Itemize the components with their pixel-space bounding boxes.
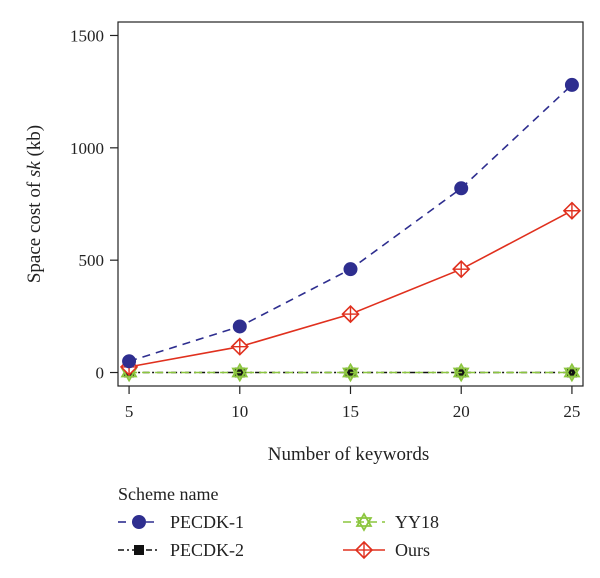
series-layer <box>119 77 582 383</box>
circle-marker-icon <box>232 319 247 334</box>
legend-item: PECDK-2 <box>118 540 244 560</box>
circle-marker-icon <box>132 515 146 529</box>
data-point <box>232 319 247 334</box>
circle-marker-icon <box>564 77 579 92</box>
legend-item: Ours <box>343 540 430 560</box>
data-point <box>454 181 469 196</box>
legend-label: Ours <box>395 540 430 560</box>
legend-item: YY18 <box>343 512 439 532</box>
axes: 5 10 15 20 25 0 500 1000 1500 Number of keywords S… <box>24 21 584 465</box>
y-tick-label: 0 <box>96 364 105 383</box>
x-axis-title: Number of keywords <box>268 444 429 465</box>
triangle-up-marker-icon <box>342 362 359 378</box>
circle-marker-icon <box>122 354 137 369</box>
circle-marker-icon <box>454 181 469 196</box>
data-point <box>122 354 137 369</box>
x-tick-label: 20 <box>453 402 470 421</box>
legend-marker <box>132 515 146 529</box>
plot-frame <box>117 21 584 387</box>
x-tick-label: 5 <box>125 402 134 421</box>
legend: Scheme name PECDK-1 PECDK-2 YY18 Ours <box>118 484 439 560</box>
data-point <box>452 260 471 279</box>
x-tick-label: 10 <box>231 402 248 421</box>
legend-marker <box>354 540 374 560</box>
y-tick-label: 1000 <box>70 139 104 158</box>
y-tick-label: 500 <box>79 251 105 270</box>
series-ours <box>119 201 582 377</box>
data-point <box>341 304 360 324</box>
data-point <box>564 77 579 92</box>
data-point <box>343 262 358 277</box>
square-marker-icon <box>566 367 577 378</box>
data-point <box>452 362 470 383</box>
x-tick-label: 15 <box>342 402 359 421</box>
y-tick-label: 1500 <box>70 26 104 45</box>
circle-marker-icon <box>343 262 358 277</box>
x-tick-label: 25 <box>563 402 580 421</box>
legend-marker <box>355 512 373 532</box>
data-point <box>342 362 359 383</box>
data-point <box>566 367 577 378</box>
y-axis-title: Space cost of sk (kb) <box>24 125 45 283</box>
legend-title: Scheme name <box>118 484 218 504</box>
data-point <box>562 201 582 220</box>
data-point <box>231 362 249 383</box>
triangle-up-marker-icon <box>355 512 373 527</box>
triangle-up-marker-icon <box>563 362 581 378</box>
legend-label: PECDK-2 <box>170 540 244 560</box>
series-pecdk-1 <box>122 77 579 369</box>
data-point <box>563 362 581 383</box>
triangle-up-marker-icon <box>452 362 470 378</box>
triangle-down-marker-icon <box>355 517 373 532</box>
square-marker-icon <box>134 545 144 555</box>
data-point <box>230 337 249 356</box>
triangle-down-marker-icon <box>452 367 470 383</box>
series-line <box>128 209 573 368</box>
triangle-up-marker-icon <box>231 362 249 378</box>
triangle-down-marker-icon <box>563 367 581 383</box>
legend-label: YY18 <box>395 512 439 532</box>
triangle-down-marker-icon <box>231 367 249 383</box>
legend-item: PECDK-1 <box>118 512 244 532</box>
legend-label: PECDK-1 <box>170 512 244 532</box>
triangle-down-marker-icon <box>342 367 359 383</box>
legend-marker <box>134 545 144 555</box>
